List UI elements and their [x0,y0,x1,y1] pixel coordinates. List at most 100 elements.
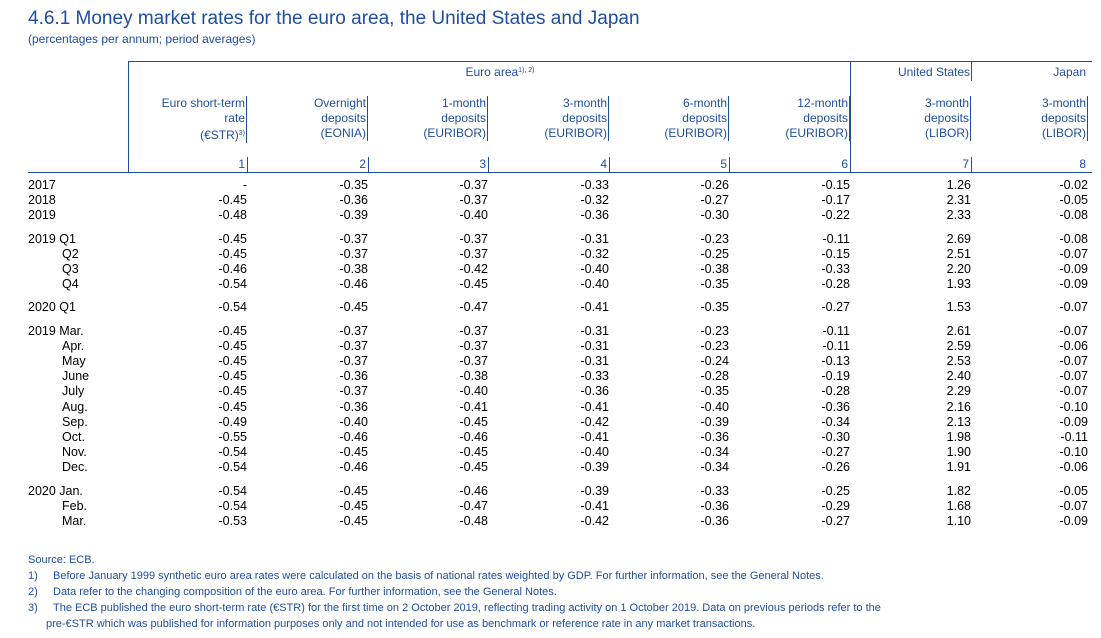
table-cell: -0.31 [580,231,610,246]
row-label: July [62,384,85,399]
table-cell: -0.34 [821,414,851,429]
table-cell: -0.37 [339,323,369,338]
table-cell: 2.51 [946,246,971,261]
table-cell: -0.08 [1059,208,1089,223]
table-cell: -0.25 [700,246,730,261]
table-cell: -0.09 [1059,514,1089,528]
table-cell: -0.15 [821,246,851,261]
table-cell: -0.23 [700,323,730,338]
group-header-united-states: United States [897,65,970,79]
table-cell: -0.38 [700,262,730,276]
table-cell: -0.54 [218,300,248,315]
table-cell: -0.45 [459,277,489,292]
table-cell: -0.31 [580,323,610,338]
table-cell: -0.45 [218,246,248,261]
table-cell: -0.07 [1059,323,1089,338]
table-cell: -0.31 [580,338,610,353]
table-cell: -0.28 [700,369,730,384]
table-cell: 2.40 [946,369,971,384]
column-header-6: 12-month deposits (EURIBOR) [785,96,850,141]
table-cell: -0.41 [580,498,610,513]
table-cell: -0.07 [1059,300,1089,315]
table-cell: -0.45 [339,445,369,460]
table-cell: -0.27 [700,193,730,208]
table-cell: -0.29 [821,498,851,513]
table-cell: -0.02 [1059,178,1089,192]
table-cell: -0.42 [580,414,610,429]
table-cell: -0.45 [218,369,248,384]
row-label: 2019 Mar. [28,323,84,338]
table-cell: -0.33 [700,483,730,498]
table-cell: -0.28 [821,384,851,399]
table-cell: -0.40 [580,445,610,460]
table-cell: -0.39 [580,483,610,498]
table-cell: -0.32 [580,193,610,208]
row-label: 2018 [28,193,56,208]
table-cell: 2.59 [946,338,971,353]
footnotes: Source: ECB. 1) Before January 1999 synth… [28,552,881,632]
table-cell: -0.45 [339,498,369,513]
table-cell: -0.37 [459,231,489,246]
table-cell: -0.35 [700,277,730,292]
table-cell: -0.46 [459,483,489,498]
row-label: Q3 [62,262,79,276]
table-cell: -0.45 [339,300,369,315]
table-cell: -0.36 [580,208,610,223]
table-cell: -0.07 [1059,384,1089,399]
row-label: Apr. [62,338,85,353]
table-cell: -0.40 [700,399,730,414]
table-cell: -0.32 [580,246,610,261]
table-cell: -0.07 [1059,246,1089,261]
table-cell: -0.54 [218,445,248,460]
group-divider-us [850,61,851,172]
table-cell: -0.37 [339,338,369,353]
column-header-1: Euro short-term rate (€STR)3) [161,96,247,143]
group-divider-japan [971,61,972,81]
table-cell: -0.17 [821,193,851,208]
row-label: 2019 Q1 [28,231,76,246]
table-cell: -0.41 [580,430,610,444]
footnote-3-continuation: pre-€STR which was published for informa… [46,618,756,630]
table-cell: -0.48 [459,514,489,528]
table-cell: -0.37 [339,246,369,261]
table-cell: -0.45 [339,483,369,498]
table-cell: -0.46 [339,277,369,292]
row-label: Feb. [62,498,88,513]
table-cell: -0.25 [821,483,851,498]
table-cell: 1.68 [946,498,971,513]
table-cell: 2.53 [946,354,971,368]
table-cell: -0.27 [821,300,851,315]
row-label: June [62,369,90,384]
table-cell: 1.90 [946,445,971,460]
table-cell: -0.07 [1059,369,1089,384]
table-cell: -0.36 [339,369,369,384]
table-cell: -0.47 [459,498,489,513]
table-cell: -0.45 [218,323,248,338]
table-cell: -0.37 [459,178,489,192]
table-cell: -0.37 [339,231,369,246]
row-label: Aug. [62,399,88,414]
source-note: Source: ECB. [28,554,95,566]
table-cell: 1.26 [946,178,971,192]
header-bottom-rule [28,172,1092,173]
table-cell: -0.06 [1059,460,1089,475]
table-cell: -0.36 [580,384,610,399]
table-cell: -0.11 [822,231,850,246]
table-cell: -0.31 [580,354,610,368]
column-header-2: Overnight deposits (EONIA) [313,96,368,141]
table-cell: -0.37 [459,323,489,338]
column-number-2: 2 [359,157,366,171]
table-cell: 2.31 [946,193,971,208]
table-cell: 2.61 [946,323,971,338]
table-cell: -0.46 [339,430,369,444]
column-number-rule-4 [609,157,610,172]
table-cell: - [242,178,247,192]
table-cell: -0.45 [218,193,248,208]
table-cell: -0.06 [1059,338,1089,353]
table-cell: -0.39 [580,460,610,475]
table-cell: -0.09 [1059,262,1089,276]
table-cell: -0.46 [218,262,248,276]
table-cell: -0.09 [1059,414,1089,429]
row-label: Mar. [62,514,87,528]
table-cell: -0.33 [580,178,610,192]
